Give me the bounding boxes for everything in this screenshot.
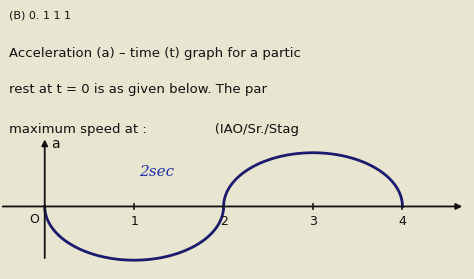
- Text: 2: 2: [219, 215, 228, 227]
- Text: O: O: [29, 213, 39, 227]
- Text: rest at t = 0 is as given below. The par: rest at t = 0 is as given below. The par: [9, 83, 267, 96]
- Text: 4: 4: [399, 215, 406, 227]
- Text: a: a: [51, 137, 60, 151]
- Text: 1: 1: [130, 215, 138, 227]
- Text: Acceleration (a) – time (t) graph for a partic: Acceleration (a) – time (t) graph for a …: [9, 47, 301, 60]
- Text: maximum speed at :                (IAO/Sr./Stag: maximum speed at : (IAO/Sr./Stag: [9, 123, 300, 136]
- Text: 3: 3: [309, 215, 317, 227]
- Text: 2sec: 2sec: [138, 165, 174, 179]
- Text: (B) 0. 1 1 1: (B) 0. 1 1 1: [9, 11, 72, 21]
